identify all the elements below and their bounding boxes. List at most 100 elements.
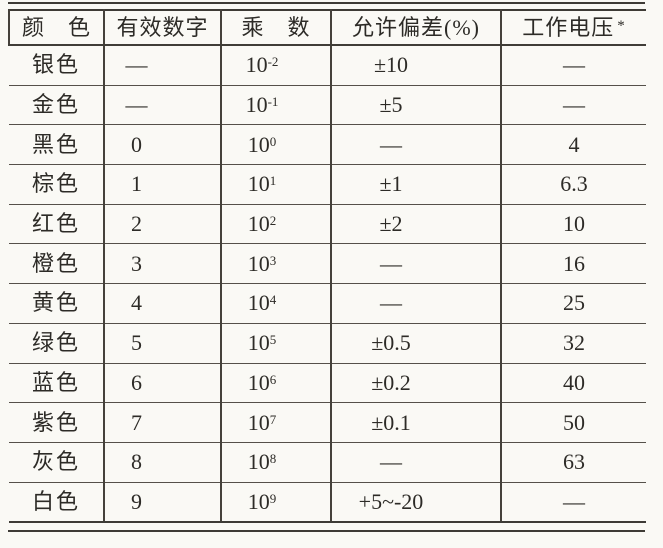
voltage-cell: — <box>500 45 646 86</box>
voltage-cell: 50 <box>500 402 646 443</box>
tolerance-cell: ±10 <box>330 45 501 86</box>
color-name-cell: 灰色 <box>9 442 104 483</box>
color-code-table-frame: 颜 色 有效数字 乘 数 允许偏差(%) 工作电压 * 银色 —10-2 ±10— 金色… <box>8 2 646 533</box>
tolerance-cell: — <box>330 243 501 285</box>
voltage-cell: 25 <box>500 283 646 324</box>
color-name-cell: 金色 <box>9 85 104 126</box>
footnote-asterisk: * <box>617 17 626 34</box>
color-name-cell: 蓝色 <box>9 363 104 404</box>
table-row: 绿色 5 105 ±0.5 32 <box>9 323 646 364</box>
multiplier-cell: 105 <box>220 323 331 364</box>
voltage-cell: 10 <box>500 204 646 245</box>
multiplier-base: 10 <box>245 52 268 78</box>
tolerance-cell: ±0.1 <box>330 402 501 443</box>
table-row: 红色 2 102 ±2 10 <box>9 204 646 245</box>
significant-digit-cell: 3 <box>103 243 221 285</box>
multiplier-exponent: 6 <box>269 371 277 387</box>
color-name-cell: 黑色 <box>9 124 104 166</box>
multiplier-base: 10 <box>247 290 270 316</box>
header-significant-digit: 有效数字 <box>103 10 221 46</box>
table-row: 棕色 1 101 ±1 6.3 <box>9 164 646 205</box>
multiplier-exponent: 2 <box>269 213 277 229</box>
tolerance-cell: — <box>330 442 501 483</box>
voltage-cell: — <box>500 482 646 524</box>
voltage-cell: 4 <box>500 124 646 166</box>
color-name-cell: 红色 <box>9 204 104 245</box>
color-name-cell: 紫色 <box>9 402 104 443</box>
tolerance-cell: ±0.2 <box>330 363 501 404</box>
resistor-color-code-table: 颜 色 有效数字 乘 数 允许偏差(%) 工作电压 * 银色 —10-2 ±10— 金色… <box>8 9 646 524</box>
significant-digit-cell: 4 <box>103 283 221 324</box>
header-row: 颜 色 有效数字 乘 数 允许偏差(%) 工作电压 * <box>8 10 646 46</box>
table-row: 橙色 3 103—16 <box>9 243 646 285</box>
multiplier-cell: 10-2 <box>220 45 331 86</box>
multiplier-cell: 104 <box>220 283 331 324</box>
header-color: 颜 色 <box>8 10 104 46</box>
significant-digit-cell: 8 <box>103 442 221 483</box>
table-row: 金色 —10-1 ±5— <box>9 85 646 126</box>
multiplier-exponent: 0 <box>269 133 277 149</box>
table-row: 紫色 7 107 ±0.1 50 <box>9 402 646 443</box>
multiplier-cell: 108 <box>220 442 331 483</box>
significant-digit-cell: 0 <box>103 124 221 166</box>
header-multiplier: 乘 数 <box>220 10 331 46</box>
multiplier-base: 10 <box>247 369 270 395</box>
table-row: 灰色 8 108—63 <box>9 442 646 483</box>
color-name-cell: 黄色 <box>9 283 104 324</box>
multiplier-exponent: -1 <box>267 94 279 110</box>
tolerance-cell: — <box>330 283 501 324</box>
multiplier-base: 10 <box>247 409 270 435</box>
voltage-cell: — <box>500 85 646 126</box>
significant-digit-cell: 2 <box>103 204 221 245</box>
table-row: 白色 9 109 +5~-20— <box>9 482 646 524</box>
significant-digit-cell: 6 <box>103 363 221 404</box>
multiplier-base: 10 <box>247 488 270 514</box>
multiplier-cell: 109 <box>220 482 331 524</box>
multiplier-base: 10 <box>247 449 270 475</box>
significant-digit-cell: 9 <box>103 482 221 524</box>
significant-digit-cell: 1 <box>103 164 221 205</box>
multiplier-exponent: 1 <box>269 173 277 189</box>
tolerance-cell: ±5 <box>330 85 501 126</box>
significant-digit-cell: — <box>103 85 221 126</box>
header-working-voltage-label: 工作电压 <box>522 14 615 40</box>
voltage-cell: 63 <box>500 442 646 483</box>
tolerance-cell: ±0.5 <box>330 323 501 364</box>
multiplier-base: 10 <box>247 250 270 276</box>
tolerance-cell: — <box>330 124 501 166</box>
table-body: 银色 —10-2 ±10— 金色 —10-1 ±5— 黑色 0 100—4 棕色 1 101 ±1 6.3… <box>9 45 646 524</box>
voltage-cell: 40 <box>500 363 646 404</box>
header-working-voltage: 工作电压 * <box>500 10 646 46</box>
color-name-cell: 绿色 <box>9 323 104 364</box>
multiplier-cell: 103 <box>220 243 331 285</box>
color-name-cell: 橙色 <box>9 243 104 285</box>
voltage-cell: 16 <box>500 243 646 285</box>
table-header: 颜 色 有效数字 乘 数 允许偏差(%) 工作电压 * <box>8 10 646 46</box>
multiplier-exponent: 9 <box>269 490 277 506</box>
multiplier-exponent: 5 <box>269 332 277 348</box>
table-row: 银色 —10-2 ±10— <box>9 45 646 86</box>
significant-digit-cell: — <box>103 45 221 86</box>
tolerance-cell: ±1 <box>330 164 501 205</box>
multiplier-base: 10 <box>247 131 270 157</box>
table-row: 黑色 0 100—4 <box>9 124 646 166</box>
multiplier-cell: 102 <box>220 204 331 245</box>
color-name-cell: 棕色 <box>9 164 104 205</box>
multiplier-exponent: 7 <box>269 411 277 427</box>
header-tolerance: 允许偏差(%) <box>330 10 501 46</box>
multiplier-base: 10 <box>247 330 270 356</box>
multiplier-cell: 101 <box>220 164 331 205</box>
multiplier-exponent: 4 <box>269 292 277 308</box>
voltage-cell: 32 <box>500 323 646 364</box>
color-name-cell: 白色 <box>9 482 104 524</box>
multiplier-base: 10 <box>245 92 268 118</box>
multiplier-base: 10 <box>247 171 270 197</box>
multiplier-exponent: 3 <box>269 252 277 268</box>
color-name-cell: 银色 <box>9 45 104 86</box>
multiplier-exponent: -2 <box>267 54 279 70</box>
tolerance-cell: +5~-20 <box>330 482 501 524</box>
multiplier-cell: 100 <box>220 124 331 166</box>
multiplier-cell: 106 <box>220 363 331 404</box>
multiplier-cell: 107 <box>220 402 331 443</box>
